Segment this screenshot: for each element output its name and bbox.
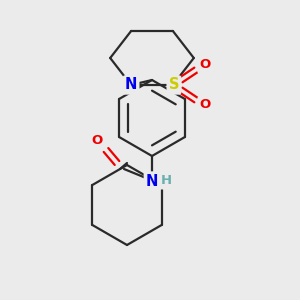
Text: O: O <box>92 134 103 148</box>
Text: H: H <box>160 175 172 188</box>
Text: S: S <box>169 77 179 92</box>
Text: N: N <box>125 77 137 92</box>
Text: O: O <box>199 58 211 71</box>
Text: N: N <box>146 173 158 188</box>
Text: O: O <box>199 98 211 112</box>
